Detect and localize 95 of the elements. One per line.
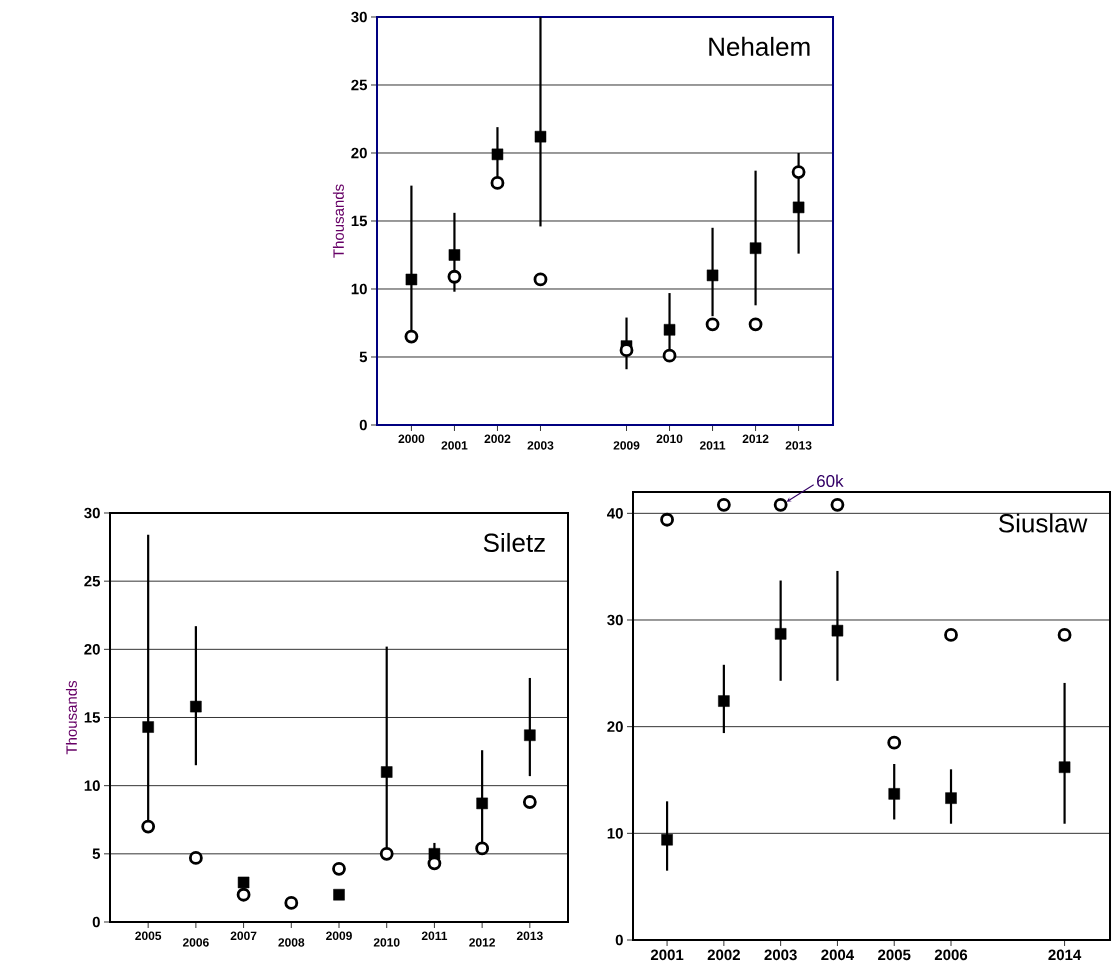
- point: [791, 165, 806, 179]
- text: Siletz: [483, 532, 545, 552]
- point: [405, 273, 418, 286]
- x-tick-label: 2004: [821, 949, 855, 961]
- y-tick-label: 5: [92, 848, 101, 860]
- x-tick-label: 2005: [878, 949, 911, 961]
- point: [774, 628, 787, 640]
- point: [1057, 628, 1072, 642]
- point: [749, 242, 762, 254]
- point: [748, 317, 763, 332]
- point: [190, 700, 202, 713]
- point: [237, 876, 250, 889]
- point: [534, 130, 547, 143]
- x-tick-label: 2006: [934, 949, 968, 961]
- point: [448, 249, 461, 261]
- point: [524, 729, 536, 741]
- point: [404, 329, 419, 344]
- point: [142, 721, 154, 733]
- point: [773, 497, 788, 512]
- point: [831, 624, 844, 637]
- x-tick-label: 2013: [785, 441, 812, 450]
- point: [716, 497, 731, 512]
- y-tick-label: 10: [351, 283, 367, 295]
- text: Nehalem: [709, 36, 810, 56]
- y-tick-label: 15: [351, 215, 368, 227]
- point: [888, 788, 900, 800]
- point: [718, 695, 730, 707]
- y-tick-label: 0: [615, 934, 623, 946]
- point: [475, 841, 490, 856]
- y-tick-label: 30: [351, 11, 367, 23]
- x-tick-label: 2014: [1048, 949, 1082, 961]
- point: [141, 819, 156, 834]
- y-tick-label: 40: [607, 508, 623, 519]
- point: [945, 792, 957, 804]
- point: [380, 766, 393, 778]
- point: [1058, 761, 1071, 773]
- y-tick-label: 25: [84, 575, 101, 587]
- point: [522, 795, 537, 809]
- point: [236, 887, 251, 902]
- annotation: 60k: [817, 474, 844, 488]
- y-tick-label: 20: [607, 721, 623, 732]
- point: [333, 888, 345, 901]
- y-axis-title: Thousands: [65, 680, 77, 755]
- point: [792, 201, 805, 214]
- y-tick-label: 20: [84, 644, 100, 655]
- point: [706, 269, 719, 282]
- x-tick-label: 2002: [707, 949, 740, 961]
- point: [332, 861, 346, 876]
- x-tick-label: 2005: [135, 931, 162, 941]
- x-tick-label: 2000: [398, 434, 425, 444]
- point: [379, 846, 394, 861]
- x-tick-label: 2010: [373, 938, 400, 947]
- point: [188, 851, 203, 865]
- x-tick-label: 2007: [230, 931, 257, 941]
- text: Siuslaw: [998, 513, 1088, 533]
- x-tick-label: 2009: [326, 931, 352, 941]
- y-tick-label: 20: [351, 147, 367, 159]
- y-tick-label: 0: [359, 419, 367, 431]
- point: [284, 896, 299, 910]
- point: [661, 833, 673, 846]
- point: [476, 797, 488, 810]
- x-tick-label: 2008: [278, 938, 305, 947]
- point: [533, 272, 548, 287]
- y-axis-title: Thousands: [332, 184, 344, 258]
- y-tick-label: 15: [84, 712, 101, 723]
- point: [830, 497, 845, 512]
- y-tick-label: 10: [607, 828, 623, 839]
- y-tick-label: 5: [359, 351, 368, 363]
- x-tick-label: 2006: [182, 938, 209, 947]
- x-tick-label: 2003: [764, 949, 797, 961]
- x-tick-label: 2003: [527, 441, 554, 450]
- y-tick-label: 30: [84, 507, 100, 519]
- point: [490, 176, 505, 190]
- x-tick-label: 2012: [742, 434, 769, 444]
- point: [944, 628, 958, 642]
- y-tick-label: 0: [92, 916, 100, 928]
- point: [663, 324, 676, 336]
- y-tick-label: 30: [607, 614, 623, 626]
- x-tick-label: 2002: [484, 434, 511, 444]
- point: [447, 269, 462, 284]
- x-tick-label: 2010: [656, 434, 683, 444]
- x-tick-label: 2009: [613, 441, 640, 450]
- y-tick-label: 25: [351, 79, 368, 91]
- x-tick-label: 2011: [421, 931, 448, 941]
- point: [887, 735, 902, 750]
- point: [491, 148, 504, 161]
- point: [660, 512, 674, 527]
- x-tick-label: 2001: [650, 949, 684, 961]
- x-tick-label: 2011: [699, 441, 726, 450]
- x-tick-label: 2013: [516, 931, 543, 941]
- x-tick-label: 2001: [441, 441, 468, 450]
- x-tick-label: 2012: [469, 938, 495, 947]
- y-tick-label: 10: [84, 780, 100, 791]
- point: [662, 348, 677, 363]
- point: [705, 317, 720, 332]
